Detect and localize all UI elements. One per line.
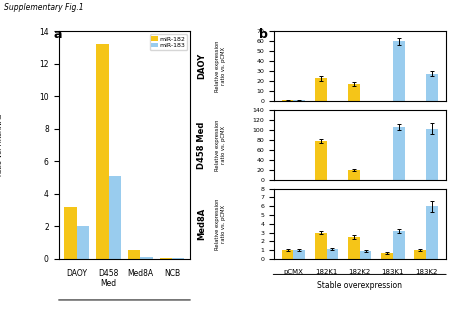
Bar xyxy=(315,78,327,101)
Y-axis label: Relative expression
ratio vs. pCMX: Relative expression ratio vs. pCMX xyxy=(215,198,226,250)
Bar xyxy=(96,44,108,259)
Bar xyxy=(282,250,293,259)
Bar xyxy=(293,100,305,101)
Bar xyxy=(327,249,338,259)
Bar xyxy=(315,141,327,180)
Bar xyxy=(348,237,360,259)
Text: D458 Med: D458 Med xyxy=(198,121,207,169)
Bar xyxy=(108,176,121,259)
Bar xyxy=(360,251,371,259)
Bar xyxy=(393,231,405,259)
Text: a: a xyxy=(54,28,63,41)
Bar xyxy=(348,84,360,101)
Bar xyxy=(140,257,153,259)
Bar xyxy=(293,250,305,259)
Text: Med8A: Med8A xyxy=(198,208,207,240)
Bar xyxy=(414,250,426,259)
Y-axis label: Relative expression
ratio vs. pCMX: Relative expression ratio vs. pCMX xyxy=(215,41,226,92)
Bar xyxy=(315,233,327,259)
Legend: miR-182, miR-183: miR-182, miR-183 xyxy=(149,34,187,50)
Y-axis label: Relative expression
ratio vs. HKsRNAs: Relative expression ratio vs. HKsRNAs xyxy=(0,111,3,179)
Text: DAOY: DAOY xyxy=(198,53,207,80)
Bar xyxy=(381,253,393,259)
Bar xyxy=(393,127,405,180)
Bar xyxy=(393,41,405,101)
Bar xyxy=(76,227,89,259)
Bar xyxy=(426,129,438,180)
Text: b: b xyxy=(259,28,268,41)
Bar xyxy=(426,74,438,101)
Text: Supplementary Fig.1: Supplementary Fig.1 xyxy=(4,3,84,12)
Y-axis label: Relative expression
ratio vs. pCMX: Relative expression ratio vs. pCMX xyxy=(215,119,226,171)
Bar xyxy=(426,206,438,259)
Bar xyxy=(64,207,76,259)
Bar xyxy=(172,258,184,259)
Bar xyxy=(128,250,140,259)
Text: Stable overexpression: Stable overexpression xyxy=(317,281,402,290)
Bar xyxy=(282,100,293,101)
Bar xyxy=(160,258,172,259)
Bar xyxy=(348,170,360,180)
